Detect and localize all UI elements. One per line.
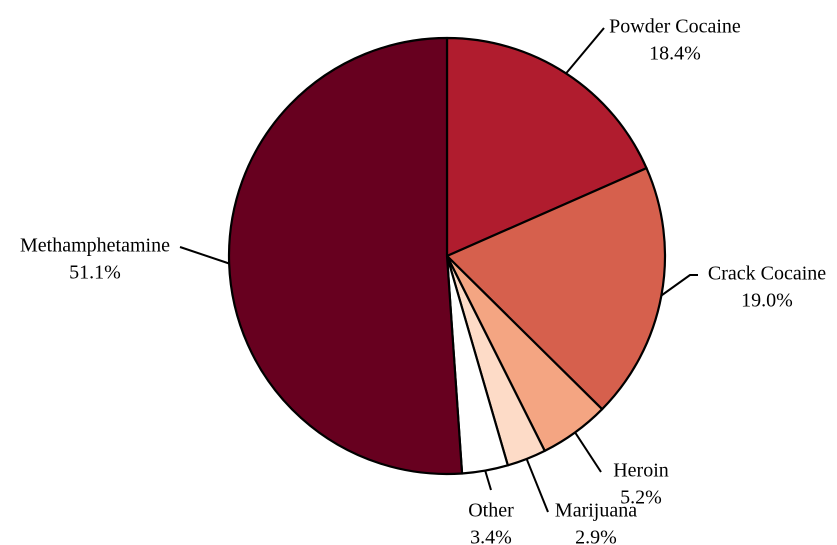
- slice-value-marijuana: 2.9%: [575, 527, 617, 545]
- leader-line-crack-cocaine: [660, 274, 698, 297]
- pie-slice-crack-cocaine: [445, 167, 667, 411]
- leader-line-methamphetamine: [179, 246, 230, 265]
- slice-value-powder-cocaine: 18.4%: [649, 43, 701, 65]
- slice-value-crack-cocaine: 19.0%: [741, 290, 793, 312]
- slice-labels: Powder Cocaine 18.4% Crack Cocaine 19.0% Her…: [20, 16, 826, 545]
- slice-label-methamphetamine: Methamphetamine: [20, 235, 170, 257]
- pie-slice-methamphetamine: [227, 36, 464, 476]
- slice-label-other: Other: [468, 500, 514, 522]
- slice-label-powder-cocaine: Powder Cocaine: [609, 16, 741, 38]
- leader-line-marijuana: [525, 458, 549, 513]
- slice-value-other: 3.4%: [470, 527, 512, 545]
- slice-value-heroin: 5.2%: [620, 487, 662, 509]
- leader-lines: [179, 27, 698, 513]
- slice-label-crack-cocaine: Crack Cocaine: [708, 263, 826, 285]
- pie-slice-powder-cocaine: [445, 36, 648, 258]
- leader-line-powder-cocaine: [565, 27, 605, 75]
- leader-line-heroin: [574, 431, 602, 473]
- slice-label-marijuana: Marijuana: [555, 500, 637, 522]
- slice-value-methamphetamine: 51.1%: [69, 262, 121, 284]
- leader-line-other: [484, 470, 492, 491]
- pie-slices: [227, 36, 667, 476]
- slice-label-heroin: Heroin: [613, 460, 669, 482]
